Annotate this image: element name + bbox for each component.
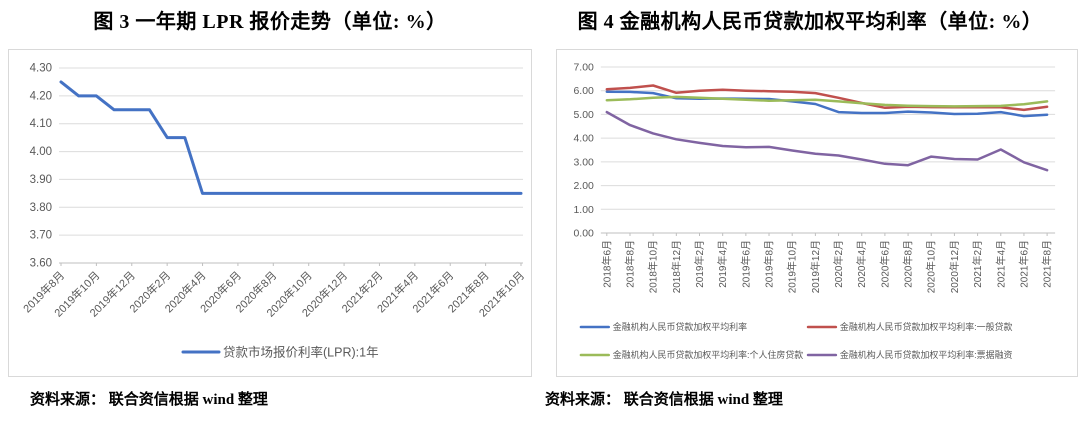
x-tick-label: 2020年10月	[925, 240, 938, 293]
legend-label-2: 金融机构人民币贷款加权平均利率:个人住房贷款	[613, 349, 804, 360]
y-tick-label: 3.00	[574, 157, 595, 168]
weighted-rate-line-chart: 7.00 6.00 5.00 4.00 3.00 2.00 1.00 0.00 2018年6月 2…	[556, 49, 1078, 377]
legend-label-3: 金融机构人民币贷款加权平均利率:票据融资	[840, 349, 1013, 360]
y-tick-label: 4.10	[30, 118, 52, 130]
legend-label-0: 金融机构人民币贷款加权平均利率	[613, 321, 747, 332]
figure4-title: 图 4 金融机构人民币贷款加权平均利率（单位: %）	[577, 11, 1043, 33]
x-tick-label: 2018年8月	[623, 240, 636, 288]
x-tick-label: 2018年12月	[670, 240, 683, 293]
x-tick-label: 2021年6月	[1017, 240, 1030, 288]
x-tick-label: 2021年8月	[1041, 240, 1054, 288]
figure4-source: 资料来源： 联合资信根据 wind 整理	[545, 392, 783, 408]
x-tick-label: 2020年8月	[902, 240, 915, 288]
x-tick-label: 2020年2月	[832, 240, 845, 288]
y-tick-label: 6.00	[574, 86, 595, 97]
x-tick-label: 2019年10月	[786, 240, 799, 293]
x-tick-label: 2019年6月	[739, 240, 752, 288]
legend-label-0: 贷款市场报价利率(LPR):1年	[223, 345, 379, 360]
y-tick-label: 0.00	[574, 228, 595, 239]
x-tick-label: 2019年12月	[809, 240, 822, 293]
weighted-rate-chart-canvas: 7.00 6.00 5.00 4.00 3.00 2.00 1.00 0.00 2018年6月 2…	[574, 62, 1056, 360]
figure3-source: 资料来源： 联合资信根据 wind 整理	[30, 392, 268, 408]
y-tick-label: 3.60	[30, 258, 52, 270]
figure3-title: 图 3 一年期 LPR 报价走势（单位: %）	[93, 11, 447, 33]
series-line-2	[605, 95, 1049, 108]
x-tick-label: 2019年8月	[763, 240, 776, 288]
x-tick-label: 2021年4月	[994, 240, 1007, 288]
lpr-chart-canvas: 4.304.204.104.003.903.803.703.602019年8月2…	[20, 63, 527, 360]
lpr-line-chart: 4.30 4.20 4.10 4.00 3.90 3.80 3.70 3.60 2019年8月 2…	[8, 49, 532, 377]
y-tick-label: 4.00	[574, 134, 595, 145]
x-tick-label: 2021年2月	[971, 240, 984, 288]
series-line-3	[605, 110, 1049, 172]
y-tick-label: 5.00	[574, 110, 595, 121]
x-tick-label: 2018年10月	[647, 240, 660, 293]
x-tick-label: 2019年4月	[716, 240, 729, 288]
legend-label-1: 金融机构人民币贷款加权平均利率:一般贷款	[840, 321, 1013, 332]
y-tick-label: 3.70	[30, 230, 52, 242]
x-tick-label: 2020年6月	[878, 240, 891, 288]
x-tick-label: 2020年4月	[855, 240, 868, 288]
x-tick-label: 2018年6月	[600, 240, 613, 288]
y-tick-label: 4.00	[30, 146, 52, 158]
series-line-0	[59, 80, 523, 195]
y-tick-label: 1.00	[574, 205, 595, 216]
y-tick-label: 3.80	[30, 202, 52, 214]
x-tick-label: 2019年2月	[693, 240, 706, 288]
y-tick-label: 2.00	[574, 181, 595, 192]
series-line-0	[605, 90, 1049, 118]
y-tick-label: 4.20	[30, 90, 52, 102]
y-tick-label: 4.30	[30, 63, 52, 75]
y-tick-label: 7.00	[574, 62, 595, 73]
y-tick-label: 3.90	[30, 174, 52, 186]
x-tick-label: 2020年12月	[948, 240, 961, 293]
